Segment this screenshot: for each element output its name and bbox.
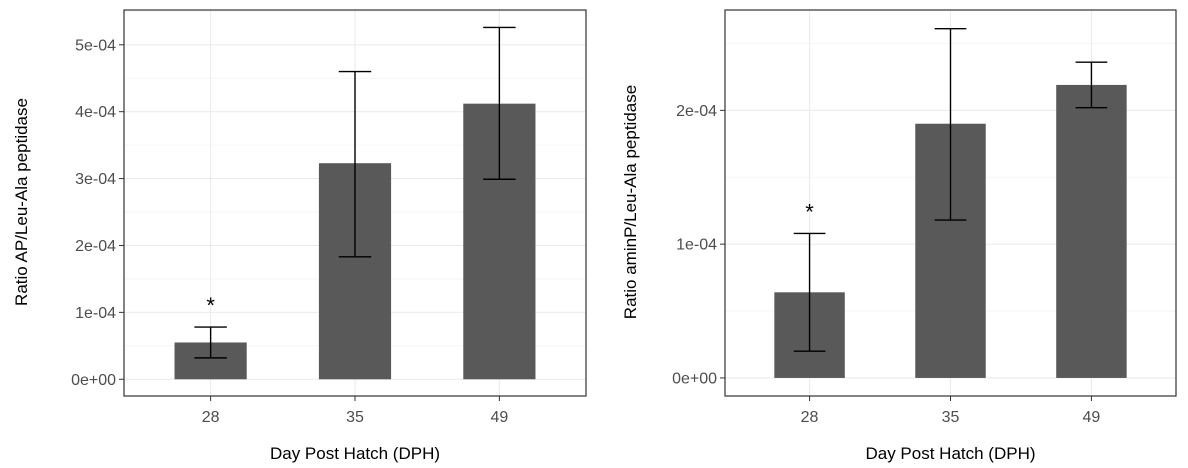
y-tick-label: 3e-04 xyxy=(75,171,116,188)
y-tick-label: 1e-04 xyxy=(75,305,116,322)
y-tick-label: 5e-04 xyxy=(75,37,116,54)
y-axis-title: Ratio aminP/Leu-Ala peptidase xyxy=(621,85,640,319)
y-tick-label: 0e+00 xyxy=(672,370,717,387)
bar-49 xyxy=(1056,84,1127,378)
y-tick-label: 4e-04 xyxy=(75,104,116,121)
y-axis-title: Ratio AP/Leu-Ala peptidase xyxy=(12,98,31,306)
x-tick-label: 28 xyxy=(202,409,220,426)
chart-panel-2: * 0e+00 1e-04 2e-04 28 35 49 Day Post Hatch (DP… xyxy=(621,9,1177,463)
chart-panel-1: * 0e+00 1e-04 2e-04 3e-04 4e-04 5e-04 28 35 49 Day… xyxy=(12,9,587,463)
x-tick-label: 49 xyxy=(490,409,508,426)
significance-marker: * xyxy=(206,293,215,318)
y-tick-label: 0e+00 xyxy=(71,372,116,389)
x-tick-label: 35 xyxy=(346,409,364,426)
x-axis-title: Day Post Hatch (DPH) xyxy=(865,444,1035,463)
x-tick-label: 28 xyxy=(801,409,819,426)
y-tick-label: 2e-04 xyxy=(75,238,116,255)
x-axis-title: Day Post Hatch (DPH) xyxy=(270,444,440,463)
y-tick-label: 1e-04 xyxy=(676,237,717,254)
x-tick-label: 35 xyxy=(942,409,960,426)
x-tick-label: 49 xyxy=(1083,409,1101,426)
significance-marker: * xyxy=(805,199,814,224)
y-tick-label: 2e-04 xyxy=(676,103,717,120)
